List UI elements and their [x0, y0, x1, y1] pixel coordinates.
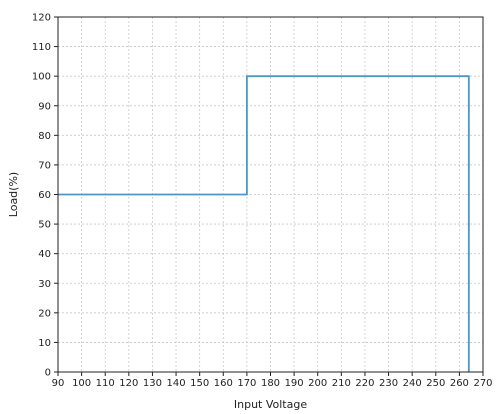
x-tick-label: 260 [450, 378, 469, 389]
x-tick-label: 130 [143, 378, 162, 389]
y-tick-label: 110 [32, 42, 51, 53]
y-tick-label: 50 [38, 220, 51, 231]
x-tick-label: 200 [308, 378, 327, 389]
x-tick-label: 230 [379, 378, 398, 389]
x-tick-label: 220 [355, 378, 374, 389]
y-tick-label: 20 [38, 308, 51, 319]
y-tick-label: 70 [38, 160, 51, 171]
series-layer [58, 75, 470, 372]
y-tick-label: 30 [38, 279, 51, 290]
y-tick-label: 90 [38, 101, 51, 112]
x-tick-label: 140 [167, 378, 186, 389]
x-axis-ticks: 90 100 110 120 130 140 150 160 170 180 190 200 210 22… [52, 372, 493, 389]
y-tick-label: 100 [32, 72, 51, 83]
y-tick-label: 10 [38, 338, 51, 349]
x-tick-label: 120 [119, 378, 138, 389]
x-tick-label: 240 [403, 378, 422, 389]
y-tick-label: 60 [38, 190, 51, 201]
x-tick-label: 250 [426, 378, 445, 389]
x-tick-label: 210 [332, 378, 351, 389]
y-tick-label: 0 [45, 368, 51, 379]
y-tick-label: 80 [38, 131, 51, 142]
x-tick-label: 100 [72, 378, 91, 389]
y-axis-ticks: 0 10 20 30 40 50 60 70 80 90 100 110 120 [32, 13, 58, 379]
y-tick-label: 40 [38, 249, 51, 260]
x-tick-label: 160 [214, 378, 233, 389]
x-tick-label: 170 [237, 378, 256, 389]
x-tick-label: 150 [190, 378, 209, 389]
x-tick-label: 180 [261, 378, 280, 389]
y-tick-label: 120 [32, 13, 51, 24]
load-series-line [58, 75, 470, 372]
x-tick-label: 190 [285, 378, 304, 389]
x-axis-label: Input Voltage [234, 398, 307, 411]
x-tick-label: 90 [52, 378, 65, 389]
x-tick-label: 270 [473, 378, 492, 389]
x-tick-label: 110 [96, 378, 115, 389]
y-axis-label: Load(%) [7, 172, 20, 217]
